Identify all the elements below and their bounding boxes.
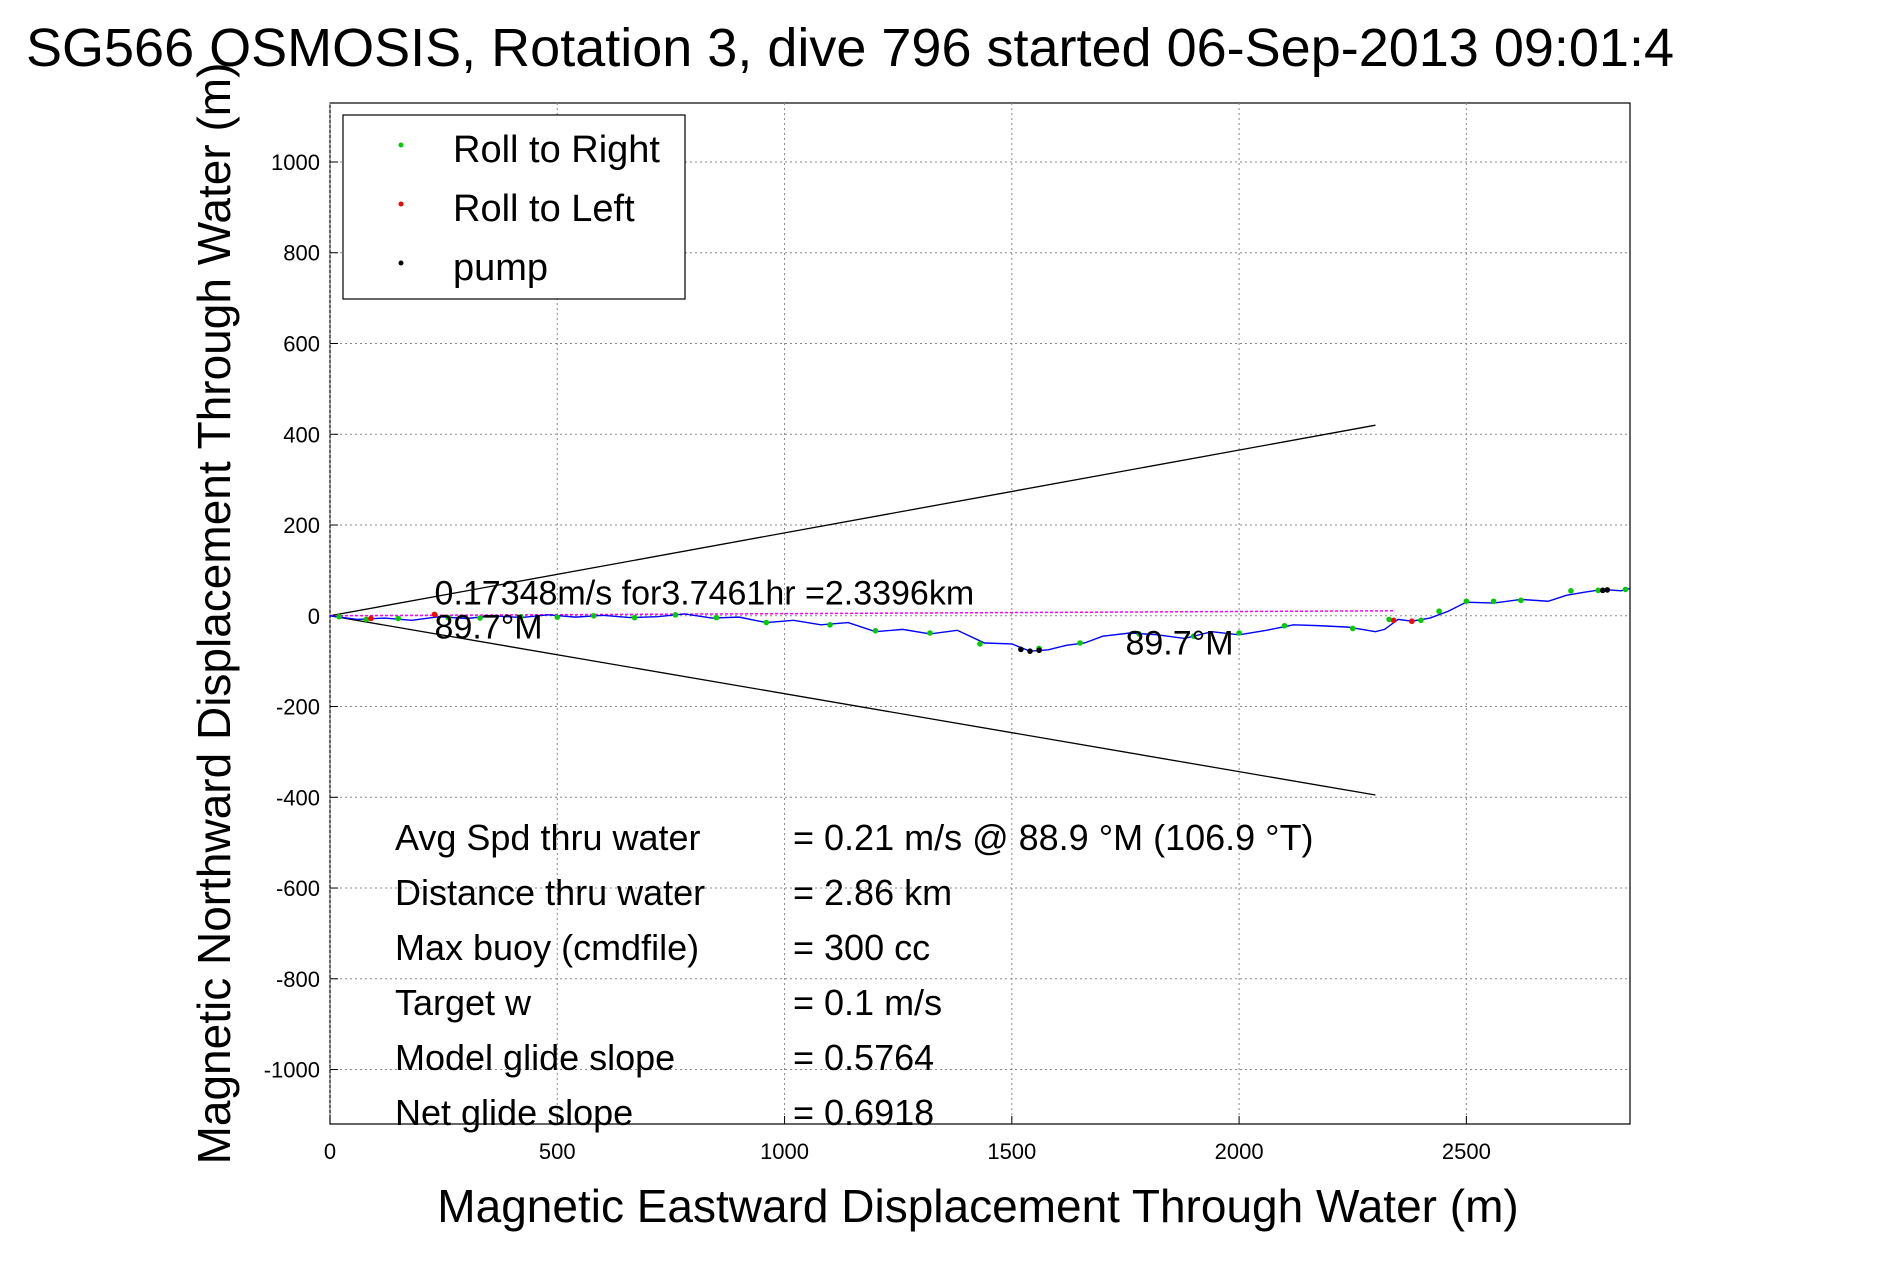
pump-point	[1027, 648, 1033, 654]
roll-left-point	[1390, 617, 1397, 624]
stat-value: = 0.21 m/s @ 88.9 °M (106.9 °T)	[793, 817, 1314, 858]
roll-right-point	[1436, 608, 1442, 615]
y-tick-label: -600	[276, 876, 320, 901]
x-tick-label: 0	[324, 1139, 336, 1164]
y-tick-label: -800	[276, 967, 320, 992]
roll-right-point	[363, 616, 370, 623]
roll-right-point	[872, 627, 879, 634]
roll-left-point	[368, 615, 374, 622]
roll-right-point	[1236, 630, 1242, 636]
roll-right-point	[477, 615, 483, 621]
y-tick-label: -200	[276, 695, 320, 720]
y-tick-label: 200	[283, 513, 320, 538]
y-tick-label: 600	[283, 332, 320, 357]
roll-right-point	[672, 612, 679, 618]
roll-right-point	[1077, 640, 1083, 646]
roll-right-point	[1463, 598, 1470, 605]
roll-right-point	[927, 630, 933, 636]
stat-label: Target w	[395, 982, 532, 1023]
pump-point	[1036, 647, 1042, 654]
roll-right-point	[1622, 586, 1629, 593]
stat-value: = 2.86 km	[793, 872, 952, 913]
current-vector-line	[329, 610, 1394, 617]
stat-value: = 0.1 m/s	[793, 982, 942, 1023]
legend-entry-label: Roll to Left	[453, 188, 635, 230]
roll-right-point	[1595, 587, 1601, 594]
roll-right-point	[395, 615, 401, 622]
stat-value: = 0.5764	[793, 1037, 934, 1078]
x-tick-label: 1500	[987, 1139, 1036, 1164]
x-tick-label: 500	[539, 1139, 576, 1164]
legend-entry-label: pump	[453, 247, 548, 289]
x-tick-label: 2000	[1215, 1139, 1264, 1164]
stat-label: Model glide slope	[395, 1037, 675, 1078]
y-tick-label: -1000	[264, 1058, 320, 1083]
stat-label: Distance thru water	[395, 872, 705, 913]
roll-right-point	[445, 614, 451, 621]
roll-right-point	[1490, 598, 1497, 605]
stat-value: = 0.6918	[793, 1092, 934, 1133]
legend-marker	[398, 260, 404, 266]
roll-right-point	[1349, 625, 1356, 632]
legend-marker	[398, 142, 404, 148]
roll-right-point	[1386, 616, 1392, 623]
roll-right-point	[1281, 622, 1288, 629]
annotation-label: 0.17348m/s for3.7461hr =2.3396km	[435, 574, 975, 612]
chart-title: SG566 OSMOSIS, Rotation 3, dive 796 star…	[26, 18, 1674, 78]
roll-right-point	[827, 622, 833, 628]
legend-marker	[398, 201, 404, 207]
roll-right-point	[554, 614, 561, 620]
stat-label: Net glide slope	[395, 1092, 633, 1133]
y-axis-label: Magnetic Northward Displacement Through …	[188, 63, 240, 1165]
roll-right-point	[977, 641, 983, 647]
y-tick-label: 0	[308, 604, 320, 629]
roll-right-point	[1190, 633, 1197, 639]
annotation-label: 89.7°M	[435, 608, 543, 646]
pump-point	[1604, 587, 1611, 593]
pump-point	[1599, 587, 1606, 594]
roll-right-point	[1518, 597, 1524, 604]
x-tick-label: 1000	[760, 1139, 809, 1164]
roll-right-point	[518, 613, 524, 620]
stat-label: Max buoy (cmdfile)	[395, 927, 699, 968]
cone-line	[329, 615, 1376, 796]
stat-label: Avg Spd thru water	[395, 817, 701, 858]
roll-right-point	[713, 614, 720, 621]
roll-right-point	[336, 613, 342, 620]
y-tick-label: 800	[283, 241, 320, 266]
y-tick-label: -400	[276, 785, 320, 810]
roll-right-point	[631, 614, 638, 621]
stat-value: = 300 cc	[793, 927, 930, 968]
roll-right-point	[590, 612, 597, 619]
y-tick-label: 1000	[271, 150, 320, 175]
roll-right-point	[1568, 588, 1574, 594]
roll-left-point	[431, 611, 438, 618]
y-tick-label: 400	[283, 422, 320, 447]
annotation-label: 89.7°M	[1125, 624, 1233, 662]
roll-left-point	[1409, 618, 1415, 625]
legend-entry-label: Roll to Right	[453, 129, 660, 171]
roll-right-point	[763, 619, 770, 626]
roll-right-point	[1136, 631, 1142, 637]
roll-right-point	[1418, 617, 1424, 624]
cone-line	[329, 424, 1376, 617]
plot-area: 0 500 1000 1500 2000 250010008006004002000-20…	[264, 102, 1631, 1164]
x-tick-label: 2500	[1442, 1139, 1491, 1164]
track-line	[329, 587, 1631, 652]
pump-point	[1018, 646, 1024, 653]
x-axis-label: Magnetic Eastward Displacement Through W…	[437, 1180, 1518, 1232]
